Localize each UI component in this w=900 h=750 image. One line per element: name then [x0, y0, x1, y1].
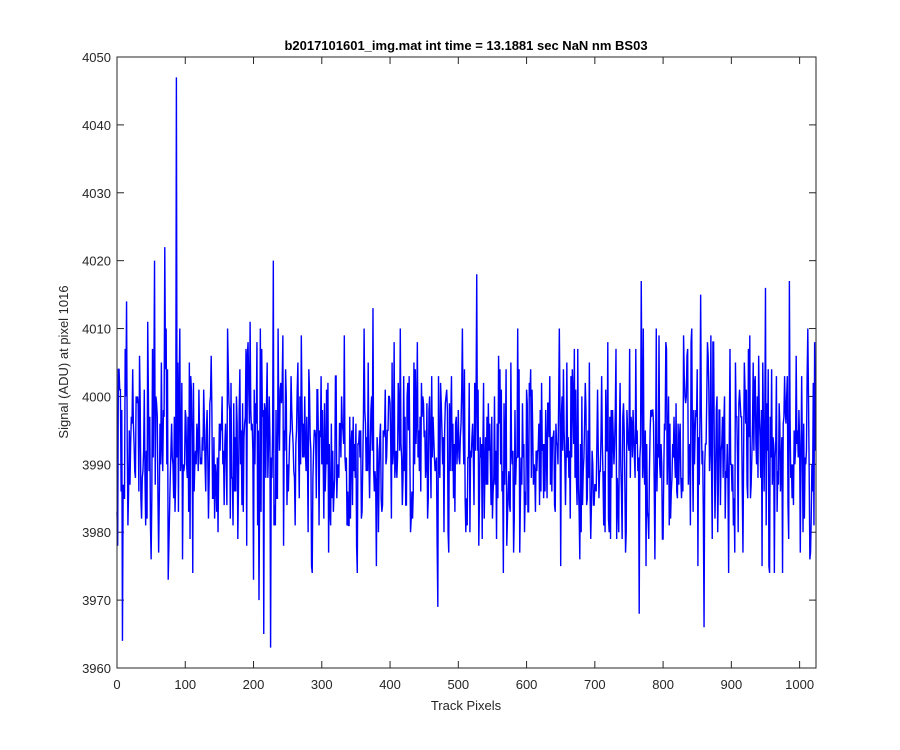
- x-tick-label: 100: [174, 677, 196, 692]
- y-tick-label: 4040: [82, 118, 111, 133]
- x-axis-label: Track Pixels: [431, 698, 502, 713]
- y-tick-label: 4020: [82, 254, 111, 269]
- y-axis-label: Signal (ADU) at pixel 1016: [56, 285, 71, 438]
- axis-ticks: [116, 56, 816, 669]
- x-tick-label: 1000: [785, 677, 814, 692]
- x-tick-label: 700: [584, 677, 606, 692]
- y-tick-label: 4030: [82, 186, 111, 201]
- x-tick-label: 600: [516, 677, 538, 692]
- x-tick-label: 800: [652, 677, 674, 692]
- plot-frame: [116, 56, 817, 669]
- plot-area: [117, 57, 816, 668]
- chart-title: b2017101601_img.mat int time = 13.1881 s…: [284, 38, 647, 53]
- series-line: [116, 77, 817, 648]
- x-tick-label: 900: [721, 677, 743, 692]
- y-tick-label: 4050: [82, 50, 111, 65]
- x-tick-label: 200: [243, 677, 265, 692]
- x-tick-label: 400: [379, 677, 401, 692]
- y-tick-label: 3970: [82, 593, 111, 608]
- y-tick-label: 4010: [82, 322, 111, 337]
- y-tick-label: 3960: [82, 661, 111, 676]
- y-tick-label: 4000: [82, 389, 111, 404]
- y-tick-label: 3980: [82, 525, 111, 540]
- tick-labels: 0 100 200 300 400 500 600 700 800 900 1000 3960 3970…: [82, 50, 814, 692]
- x-tick-label: 300: [311, 677, 333, 692]
- x-tick-label: 0: [113, 677, 120, 692]
- x-tick-label: 500: [447, 677, 469, 692]
- y-tick-label: 3990: [82, 457, 111, 472]
